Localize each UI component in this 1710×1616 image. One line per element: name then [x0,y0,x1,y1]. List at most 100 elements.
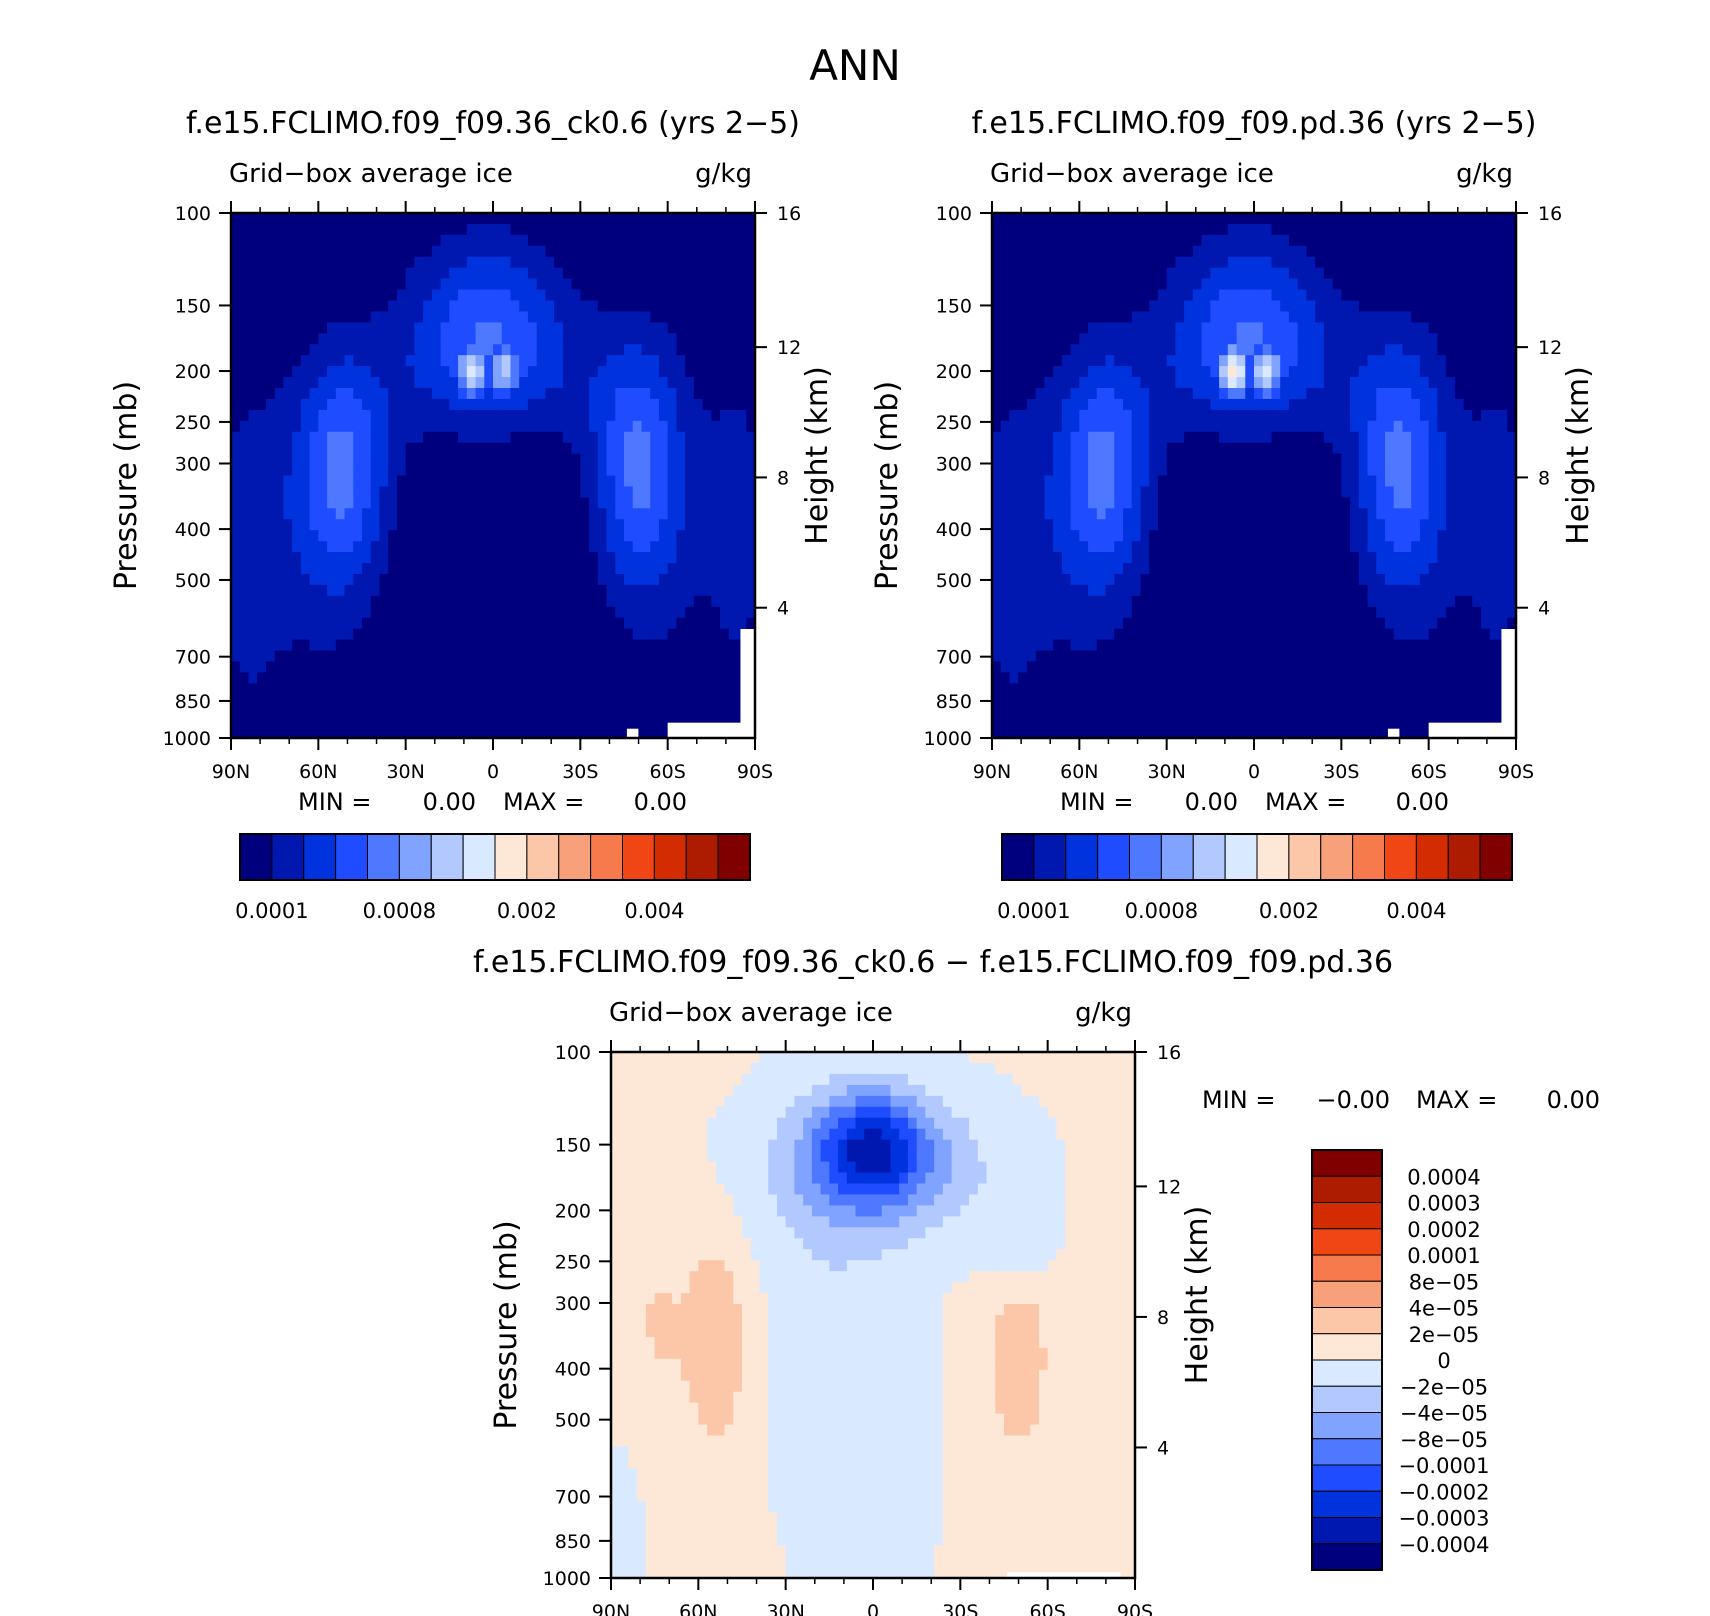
colorbar-swatch [1311,1412,1383,1440]
y-tick-label: 500 [175,570,211,592]
colorbar-swatch [1001,833,1035,881]
y-tick-label: 400 [175,519,211,541]
colorbar-swatch [1311,1280,1383,1308]
y-tick-label: 100 [936,203,972,225]
panel-subtitle-variable: Grid−box average ice [990,159,1274,189]
colorbar-swatch [1447,833,1481,881]
colorbar-swatch [1352,833,1385,881]
y-tick-label: 850 [936,691,972,713]
max-label: MAX = [503,788,584,816]
colorbar-label: 0.0008 [363,899,436,923]
max-label: MAX = [1416,1086,1497,1114]
colorbar-label: 0.0001 [1407,1244,1480,1268]
field-cells [231,213,756,739]
min-value: 0.00 [423,788,476,816]
colorbar-label: −0.0002 [1398,1480,1489,1504]
colorbar-frame [1001,833,1513,881]
min-label: MIN = [298,788,371,816]
colorbar-swatch [1311,1490,1383,1518]
missing-data [1006,1572,1121,1578]
colorbar-swatch [1311,1543,1383,1571]
x-tick-label: 60N [299,761,337,783]
field-cells [611,1052,1136,1579]
colorbar-swatch [1311,1464,1383,1492]
x-tick-label: 90N [212,761,250,783]
colorbar-swatch [1479,833,1513,881]
y-tick-label: 400 [555,1359,591,1381]
y2-tick-label: 12 [777,337,801,359]
min-value: 0.00 [1185,788,1238,816]
colorbar-label: −2e−05 [1400,1375,1488,1399]
x-tick-label: 0 [1248,761,1260,783]
x-tick-label: 0 [487,761,499,783]
x-tick-label: 30S [942,1601,978,1616]
colorbar-swatch [685,833,719,881]
colorbar-swatch [590,833,623,881]
y-tick-label: 300 [555,1293,591,1315]
min-label: MIN = [1202,1086,1275,1114]
y-tick-label: 850 [555,1531,591,1553]
missing-data [740,629,755,738]
panel-subtitle-units: g/kg [1075,998,1132,1028]
y2-tick-label: 16 [777,203,801,225]
y2-tick-label: 4 [1157,1437,1169,1459]
y-axis-label: Pressure (mb) [870,381,905,590]
x-tick-label: 30S [1323,761,1359,783]
min-value: −0.00 [1316,1086,1390,1114]
colorbar-swatch [1311,1149,1383,1177]
colorbar-swatch [1311,1202,1383,1230]
y-axis-label: Pressure (mb) [489,1220,524,1429]
colorbar-swatch [1311,1307,1383,1335]
colorbar-swatch [717,833,751,881]
y-tick-label: 150 [175,295,211,317]
max-value: 0.00 [1396,788,1449,816]
y2-tick-label: 8 [1538,467,1550,489]
y-tick-label: 1000 [543,1568,591,1590]
x-tick-label: 0 [867,1601,879,1616]
colorbar-swatch [1311,1228,1383,1256]
y-tick-label: 1000 [163,728,211,750]
y-axis-label: Pressure (mb) [109,381,144,590]
colorbar: 0.0001 0.0008 0.002 0.004 [997,833,1513,923]
y-tick-label: 850 [175,691,211,713]
colorbar-label: 0.002 [1259,899,1319,923]
colorbar-swatch [1224,833,1258,881]
colorbar-swatch [1415,833,1449,881]
x-tick-label: 90S [1117,1601,1153,1616]
y-tick-label: 150 [936,295,972,317]
panel-subtitle-units: g/kg [695,159,752,189]
y2-tick-label: 4 [777,598,789,620]
max-value: 0.00 [634,788,687,816]
panel-control: f.e15.FCLIMO.f09_f09.36_ck0.6 (yrs 2−5) G… [109,106,835,923]
y-tick-label: 250 [175,412,211,434]
colorbar-swatch [1311,1175,1383,1203]
colorbar-swatch [1311,1385,1383,1413]
y-tick-label: 1000 [924,728,972,750]
y-tick-label: 250 [555,1251,591,1273]
panel-title: f.e15.FCLIMO.f09_f09.36_ck0.6 − f.e15.FC… [473,945,1393,980]
missing-data [1501,629,1516,738]
colorbar-swatch [1384,833,1417,881]
y2-tick-label: 4 [1538,598,1550,620]
x-tick-label: 30N [766,1601,804,1616]
colorbar-label: 0.004 [1386,899,1446,923]
figure-title: ANN [809,41,901,90]
colorbar-label: 2e−05 [1409,1323,1480,1347]
x-tick-label: 90S [1498,761,1534,783]
x-tick-label: 90S [737,761,773,783]
colorbar-swatch [1311,1333,1383,1361]
y-tick-label: 300 [936,453,972,475]
colorbar-label: 0.002 [497,899,557,923]
x-tick-label: 60N [1060,761,1098,783]
x-tick-label: 60S [1030,1601,1066,1616]
colorbar-swatch [430,833,464,881]
y-tick-label: 500 [555,1410,591,1432]
x-tick-label: 90N [973,761,1011,783]
colorbar-label: 0.0001 [997,899,1070,923]
colorbar-swatch [1033,833,1067,881]
colorbar-swatch [494,833,528,881]
missing-data [1428,722,1516,738]
x-tick-label: 60N [679,1601,717,1616]
colorbar-swatch [1097,833,1130,881]
